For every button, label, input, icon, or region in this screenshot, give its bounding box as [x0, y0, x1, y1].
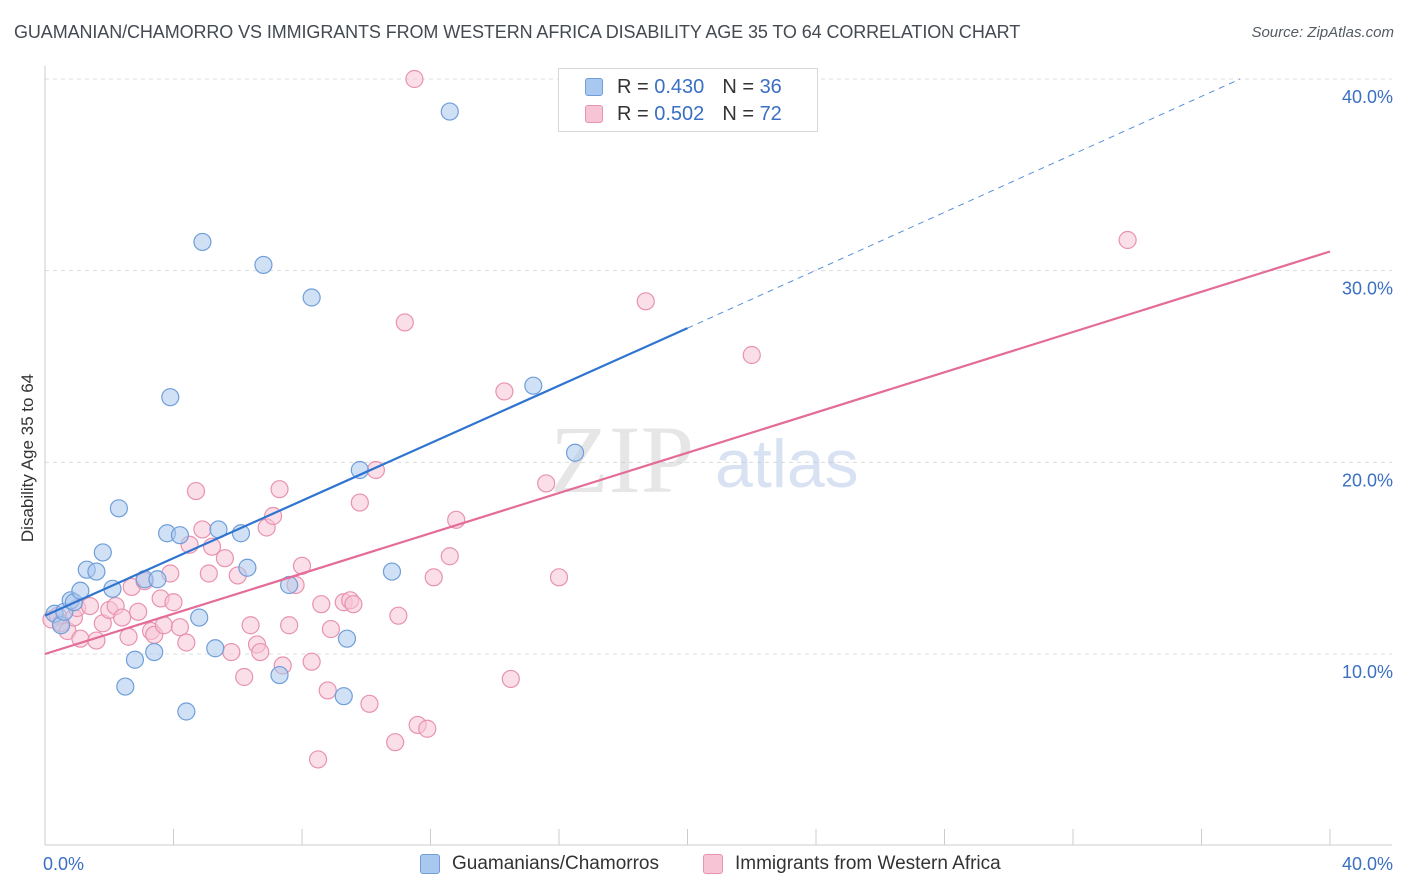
western-africa-point	[742, 345, 761, 365]
western-africa-point	[537, 474, 556, 493]
guamanian-point	[524, 376, 543, 395]
trend-lines	[44, 78, 1331, 656]
western-africa-point	[193, 520, 212, 539]
guamanian-point	[125, 650, 145, 669]
y-tick-label: 40.0%	[1342, 87, 1393, 107]
y-tick-label: 30.0%	[1342, 279, 1393, 299]
western-africa-point	[440, 547, 459, 566]
bottom-legend-guamanian: Guamanians/Chamorros	[420, 852, 659, 876]
western-africa-point	[386, 733, 405, 752]
tick-labels: 10.0% 20.0% 30.0% 40.0% 0.0% 40.0%	[43, 87, 1393, 874]
western-africa-point	[549, 568, 569, 587]
chart-title: GUAMANIAN/CHAMORRO VS IMMIGRANTS FROM WE…	[14, 22, 1021, 42]
western-africa-point	[129, 602, 148, 621]
guamanian-point	[170, 526, 190, 545]
watermark-atlas: atlas	[715, 426, 859, 502]
legend-swatch-pink	[585, 105, 603, 123]
western-africa-point	[199, 564, 218, 583]
y-tick-label: 10.0%	[1342, 662, 1393, 682]
guamanian-point	[116, 677, 135, 696]
western-africa-point	[177, 633, 196, 652]
western-africa-point	[424, 568, 443, 587]
guamanian-point	[206, 639, 225, 658]
guamanian-point	[302, 288, 321, 307]
guamanian-trend-extension	[687, 78, 1241, 329]
y-tick-label: 20.0%	[1342, 470, 1393, 490]
western-africa-point	[164, 593, 183, 612]
legend-n-label: N =	[722, 75, 754, 98]
western-africa-point	[312, 595, 331, 614]
western-africa-point	[395, 313, 414, 332]
bottom-legend-label: Immigrants from Western Africa	[735, 853, 1001, 874]
bottom-legend-label: Guamanians/Chamorros	[452, 853, 659, 874]
western-africa-point	[360, 694, 379, 713]
western-africa-point	[222, 642, 241, 662]
guamanian-point	[93, 543, 112, 562]
legend-n-label: N =	[722, 102, 754, 125]
western-africa-point	[321, 619, 341, 639]
guamanian-point	[193, 232, 212, 252]
western-africa-point	[170, 618, 190, 637]
guamanian-point	[337, 629, 357, 648]
guamanian-point	[334, 687, 353, 706]
western-africa-point	[270, 480, 289, 499]
guamanian-point	[440, 102, 459, 121]
guamanian-point	[565, 443, 585, 462]
legend-swatch-blue	[585, 78, 603, 96]
western-africa-point	[251, 642, 270, 662]
western-africa-point	[495, 382, 514, 401]
western-africa-trend-line	[44, 250, 1331, 656]
western-africa-point	[389, 606, 408, 625]
x-tick-label: 40.0%	[1342, 854, 1393, 874]
western-africa-point	[280, 616, 299, 635]
western-africa-point	[302, 652, 321, 671]
guamanian-point	[148, 570, 167, 589]
western-africa-point	[186, 481, 206, 501]
legend-r-value: 0.430	[654, 75, 705, 98]
western-africa-point	[235, 667, 254, 687]
legend-row-guamanian: R = 0.430 N = 36	[585, 75, 782, 99]
western-africa-point	[1118, 230, 1137, 250]
western-africa-point	[344, 595, 363, 614]
western-africa-point	[308, 750, 328, 769]
correlation-legend: R = 0.430 N = 36 R = 0.502 N = 72	[558, 68, 818, 132]
y-axis-title: Disability Age 35 to 64	[18, 373, 37, 543]
guamanian-point	[87, 562, 106, 581]
guamanian-point	[270, 665, 289, 685]
guamanian-point	[382, 562, 402, 581]
western-africa-point	[318, 681, 337, 700]
guamanian-point	[254, 255, 273, 275]
legend-n-value: 36	[759, 75, 782, 98]
legend-r-label: R =	[617, 75, 649, 98]
western-africa-point	[418, 719, 437, 738]
western-africa-point	[80, 596, 100, 616]
western-africa-point	[112, 608, 132, 627]
bottom-legend-swatch-pink	[703, 854, 723, 874]
guamanian-point	[161, 388, 180, 407]
guamanian-point	[177, 702, 196, 721]
axes	[44, 66, 1392, 846]
legend-n-value: 72	[759, 102, 782, 125]
western-africa-point	[636, 292, 655, 311]
watermark: ZIP atlas	[550, 406, 859, 513]
legend-r-value: 0.502	[654, 102, 705, 125]
western-africa-point	[405, 69, 424, 89]
western-africa-point	[241, 616, 260, 635]
guamanian-point	[109, 499, 128, 518]
legend-r-label: R =	[617, 102, 649, 125]
guamanian-point	[238, 558, 257, 577]
x-tick-label: 0.0%	[43, 854, 84, 874]
western-africa-point	[350, 493, 369, 512]
bottom-legend-swatch-blue	[420, 854, 440, 874]
legend-row-western-africa: R = 0.502 N = 72	[585, 102, 782, 126]
western-africa-point	[215, 549, 234, 568]
guamanian-point	[145, 642, 164, 662]
guamanian-point	[190, 608, 209, 627]
guamanian-trend-line	[44, 327, 688, 617]
series-guamanian-points	[45, 102, 585, 721]
source-label: Source: ZipAtlas.com	[1251, 24, 1394, 41]
bottom-legend-western-africa: Immigrants from Western Africa	[703, 852, 1001, 876]
western-africa-point	[501, 669, 520, 689]
